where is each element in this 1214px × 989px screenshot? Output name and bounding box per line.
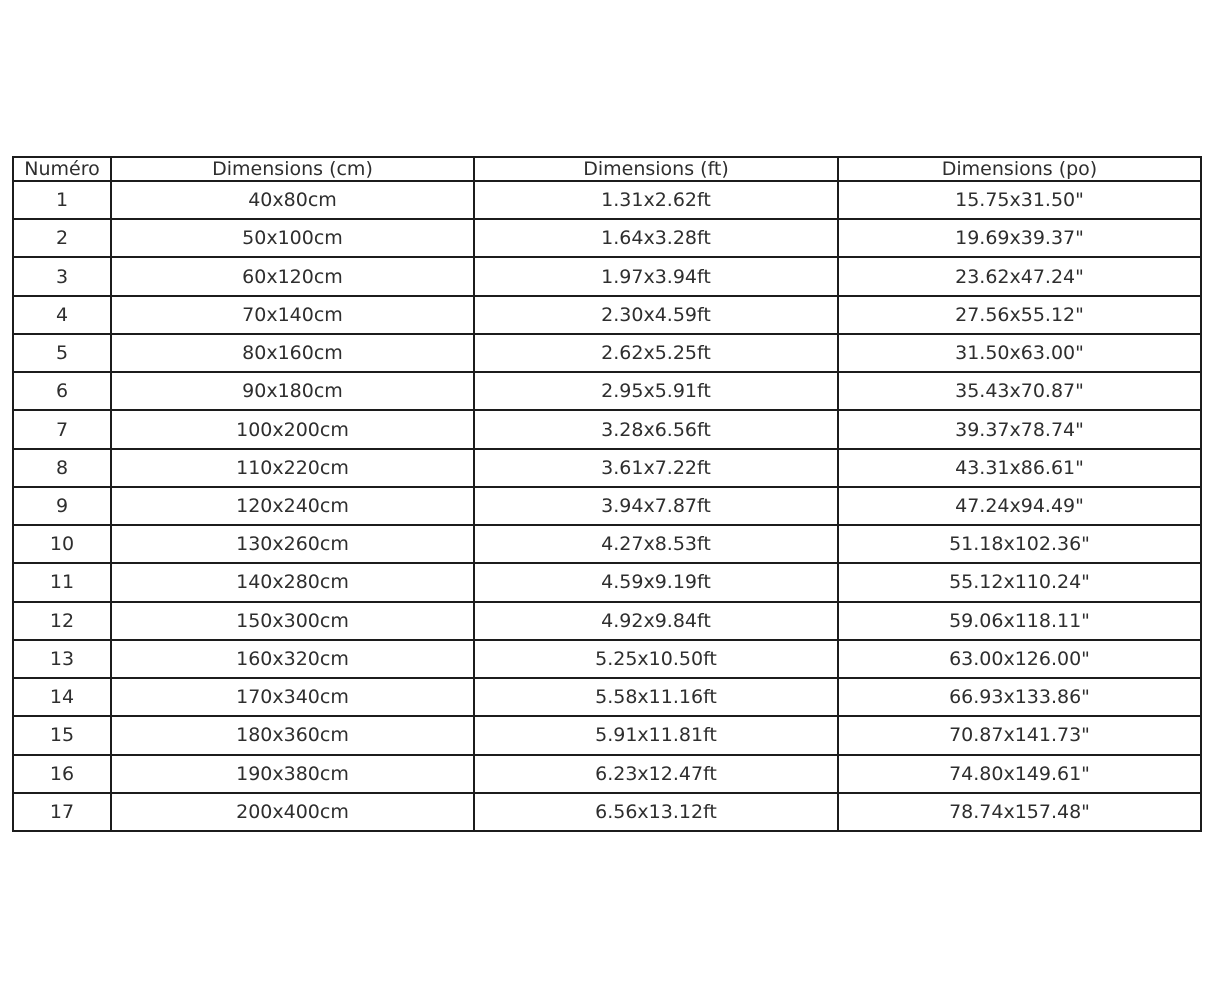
table-row: 10 130x260cm 4.27x8.53ft 51.18x102.36": [12, 524, 1202, 565]
table-row: 12 150x300cm 4.92x9.84ft 59.06x118.11": [12, 600, 1202, 641]
cell-numero: 10: [12, 524, 112, 565]
cell-ft: 5.58x11.16ft: [473, 677, 839, 718]
cell-po: 55.12x110.24": [837, 562, 1202, 603]
table-row: 9 120x240cm 3.94x7.87ft 47.24x94.49": [12, 485, 1202, 527]
table-row: 17 200x400cm 6.56x13.12ft 78.74x157.48": [12, 791, 1202, 833]
cell-ft: 6.23x12.47ft: [473, 753, 839, 794]
cell-numero: 8: [12, 447, 112, 488]
cell-cm: 200x400cm: [110, 791, 475, 833]
cell-po: 74.80x149.61": [837, 753, 1202, 794]
cell-ft: 4.59x9.19ft: [473, 562, 839, 603]
cell-cm: 160x320cm: [110, 638, 475, 680]
table-row: 1 40x80cm 1.31x2.62ft 15.75x31.50": [12, 179, 1202, 221]
cell-cm: 60x120cm: [110, 256, 475, 297]
cell-numero: 2: [12, 218, 112, 259]
cell-po: 23.62x47.24": [837, 256, 1202, 297]
cell-ft: 2.95x5.91ft: [473, 371, 839, 412]
cell-po: 39.37x78.74": [837, 409, 1202, 450]
cell-ft: 5.91x11.81ft: [473, 715, 839, 756]
cell-ft: 1.31x2.62ft: [473, 179, 839, 221]
cell-ft: 1.97x3.94ft: [473, 256, 839, 297]
cell-numero: 12: [12, 600, 112, 641]
cell-cm: 50x100cm: [110, 218, 475, 259]
cell-cm: 90x180cm: [110, 371, 475, 412]
cell-po: 35.43x70.87": [837, 371, 1202, 412]
table-row: 7 100x200cm 3.28x6.56ft 39.37x78.74": [12, 409, 1202, 450]
cell-ft: 1.64x3.28ft: [473, 218, 839, 259]
table-row: 4 70x140cm 2.30x4.59ft 27.56x55.12": [12, 294, 1202, 335]
cell-cm: 70x140cm: [110, 294, 475, 335]
table-row: 6 90x180cm 2.95x5.91ft 35.43x70.87": [12, 371, 1202, 412]
cell-ft: 3.61x7.22ft: [473, 447, 839, 488]
table-row: 11 140x280cm 4.59x9.19ft 55.12x110.24": [12, 562, 1202, 603]
cell-ft: 2.30x4.59ft: [473, 294, 839, 335]
cell-numero: 14: [12, 677, 112, 718]
cell-cm: 80x160cm: [110, 332, 475, 374]
cell-cm: 130x260cm: [110, 524, 475, 565]
cell-ft: 4.27x8.53ft: [473, 524, 839, 565]
header-dimensions-po: Dimensions (po): [837, 156, 1202, 182]
header-row: Numéro Dimensions (cm) Dimensions (ft) D…: [12, 156, 1202, 182]
dimensions-table-container: Numéro Dimensions (cm) Dimensions (ft) D…: [12, 156, 1202, 833]
cell-cm: 170x340cm: [110, 677, 475, 718]
cell-ft: 4.92x9.84ft: [473, 600, 839, 641]
cell-po: 19.69x39.37": [837, 218, 1202, 259]
table-row: 8 110x220cm 3.61x7.22ft 43.31x86.61": [12, 447, 1202, 488]
cell-ft: 6.56x13.12ft: [473, 791, 839, 833]
cell-po: 51.18x102.36": [837, 524, 1202, 565]
cell-numero: 1: [12, 179, 112, 221]
cell-numero: 13: [12, 638, 112, 680]
header-numero: Numéro: [12, 156, 112, 182]
cell-numero: 16: [12, 753, 112, 794]
cell-numero: 7: [12, 409, 112, 450]
table-row: 16 190x380cm 6.23x12.47ft 74.80x149.61": [12, 753, 1202, 794]
cell-cm: 120x240cm: [110, 485, 475, 527]
cell-numero: 15: [12, 715, 112, 756]
cell-po: 15.75x31.50": [837, 179, 1202, 221]
header-dimensions-cm: Dimensions (cm): [110, 156, 475, 182]
cell-numero: 9: [12, 485, 112, 527]
cell-ft: 3.94x7.87ft: [473, 485, 839, 527]
header-dimensions-ft: Dimensions (ft): [473, 156, 839, 182]
cell-po: 43.31x86.61": [837, 447, 1202, 488]
cell-po: 47.24x94.49": [837, 485, 1202, 527]
cell-po: 27.56x55.12": [837, 294, 1202, 335]
cell-ft: 3.28x6.56ft: [473, 409, 839, 450]
cell-cm: 190x380cm: [110, 753, 475, 794]
cell-numero: 4: [12, 294, 112, 335]
table-row: 5 80x160cm 2.62x5.25ft 31.50x63.00": [12, 332, 1202, 374]
cell-cm: 100x200cm: [110, 409, 475, 450]
cell-po: 31.50x63.00": [837, 332, 1202, 374]
cell-numero: 11: [12, 562, 112, 603]
cell-numero: 17: [12, 791, 112, 833]
table-row: 15 180x360cm 5.91x11.81ft 70.87x141.73": [12, 715, 1202, 756]
table-row: 13 160x320cm 5.25x10.50ft 63.00x126.00": [12, 638, 1202, 680]
cell-numero: 3: [12, 256, 112, 297]
cell-ft: 5.25x10.50ft: [473, 638, 839, 680]
table-row: 2 50x100cm 1.64x3.28ft 19.69x39.37": [12, 218, 1202, 259]
table-row: 14 170x340cm 5.58x11.16ft 66.93x133.86": [12, 677, 1202, 718]
dimensions-table: Numéro Dimensions (cm) Dimensions (ft) D…: [12, 156, 1202, 833]
cell-cm: 140x280cm: [110, 562, 475, 603]
cell-po: 63.00x126.00": [837, 638, 1202, 680]
cell-cm: 40x80cm: [110, 179, 475, 221]
cell-po: 66.93x133.86": [837, 677, 1202, 718]
cell-po: 78.74x157.48": [837, 791, 1202, 833]
table-row: 3 60x120cm 1.97x3.94ft 23.62x47.24": [12, 256, 1202, 297]
cell-po: 70.87x141.73": [837, 715, 1202, 756]
cell-ft: 2.62x5.25ft: [473, 332, 839, 374]
cell-po: 59.06x118.11": [837, 600, 1202, 641]
cell-numero: 6: [12, 371, 112, 412]
cell-cm: 150x300cm: [110, 600, 475, 641]
cell-numero: 5: [12, 332, 112, 374]
cell-cm: 180x360cm: [110, 715, 475, 756]
cell-cm: 110x220cm: [110, 447, 475, 488]
